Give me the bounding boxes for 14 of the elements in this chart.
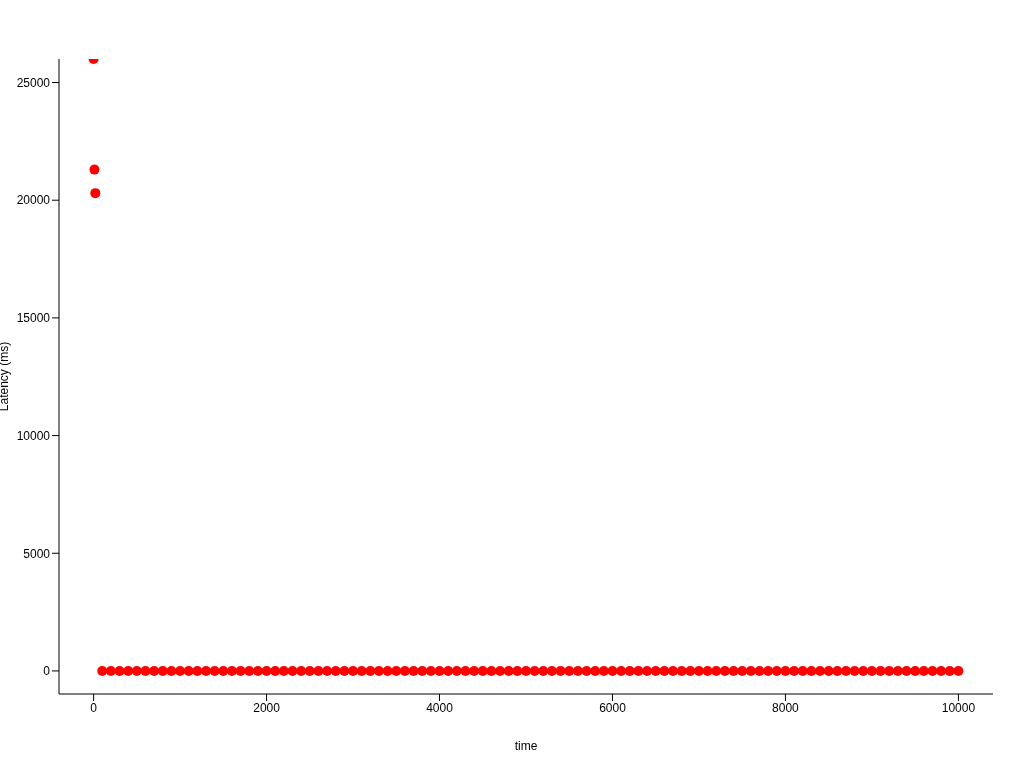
y-tick-label: 10000 (16, 428, 51, 443)
x-tick-label: 0 (90, 700, 98, 715)
x-tick-label: 10000 (941, 700, 976, 715)
y-tick-label: 25000 (16, 75, 51, 90)
x-tick-label: 6000 (599, 700, 627, 715)
x-tick-label: 4000 (426, 700, 454, 715)
y-tick-label: 20000 (16, 193, 51, 208)
y-axis-title: Latency (ms) (0, 341, 12, 412)
x-tick-label: 2000 (253, 700, 281, 715)
y-tick-label: 5000 (23, 546, 51, 561)
y-tick-label: 0 (43, 664, 51, 679)
y-tick-label: 15000 (16, 311, 51, 326)
x-tick-label: 8000 (772, 700, 800, 715)
x-axis-title: time (514, 739, 538, 753)
